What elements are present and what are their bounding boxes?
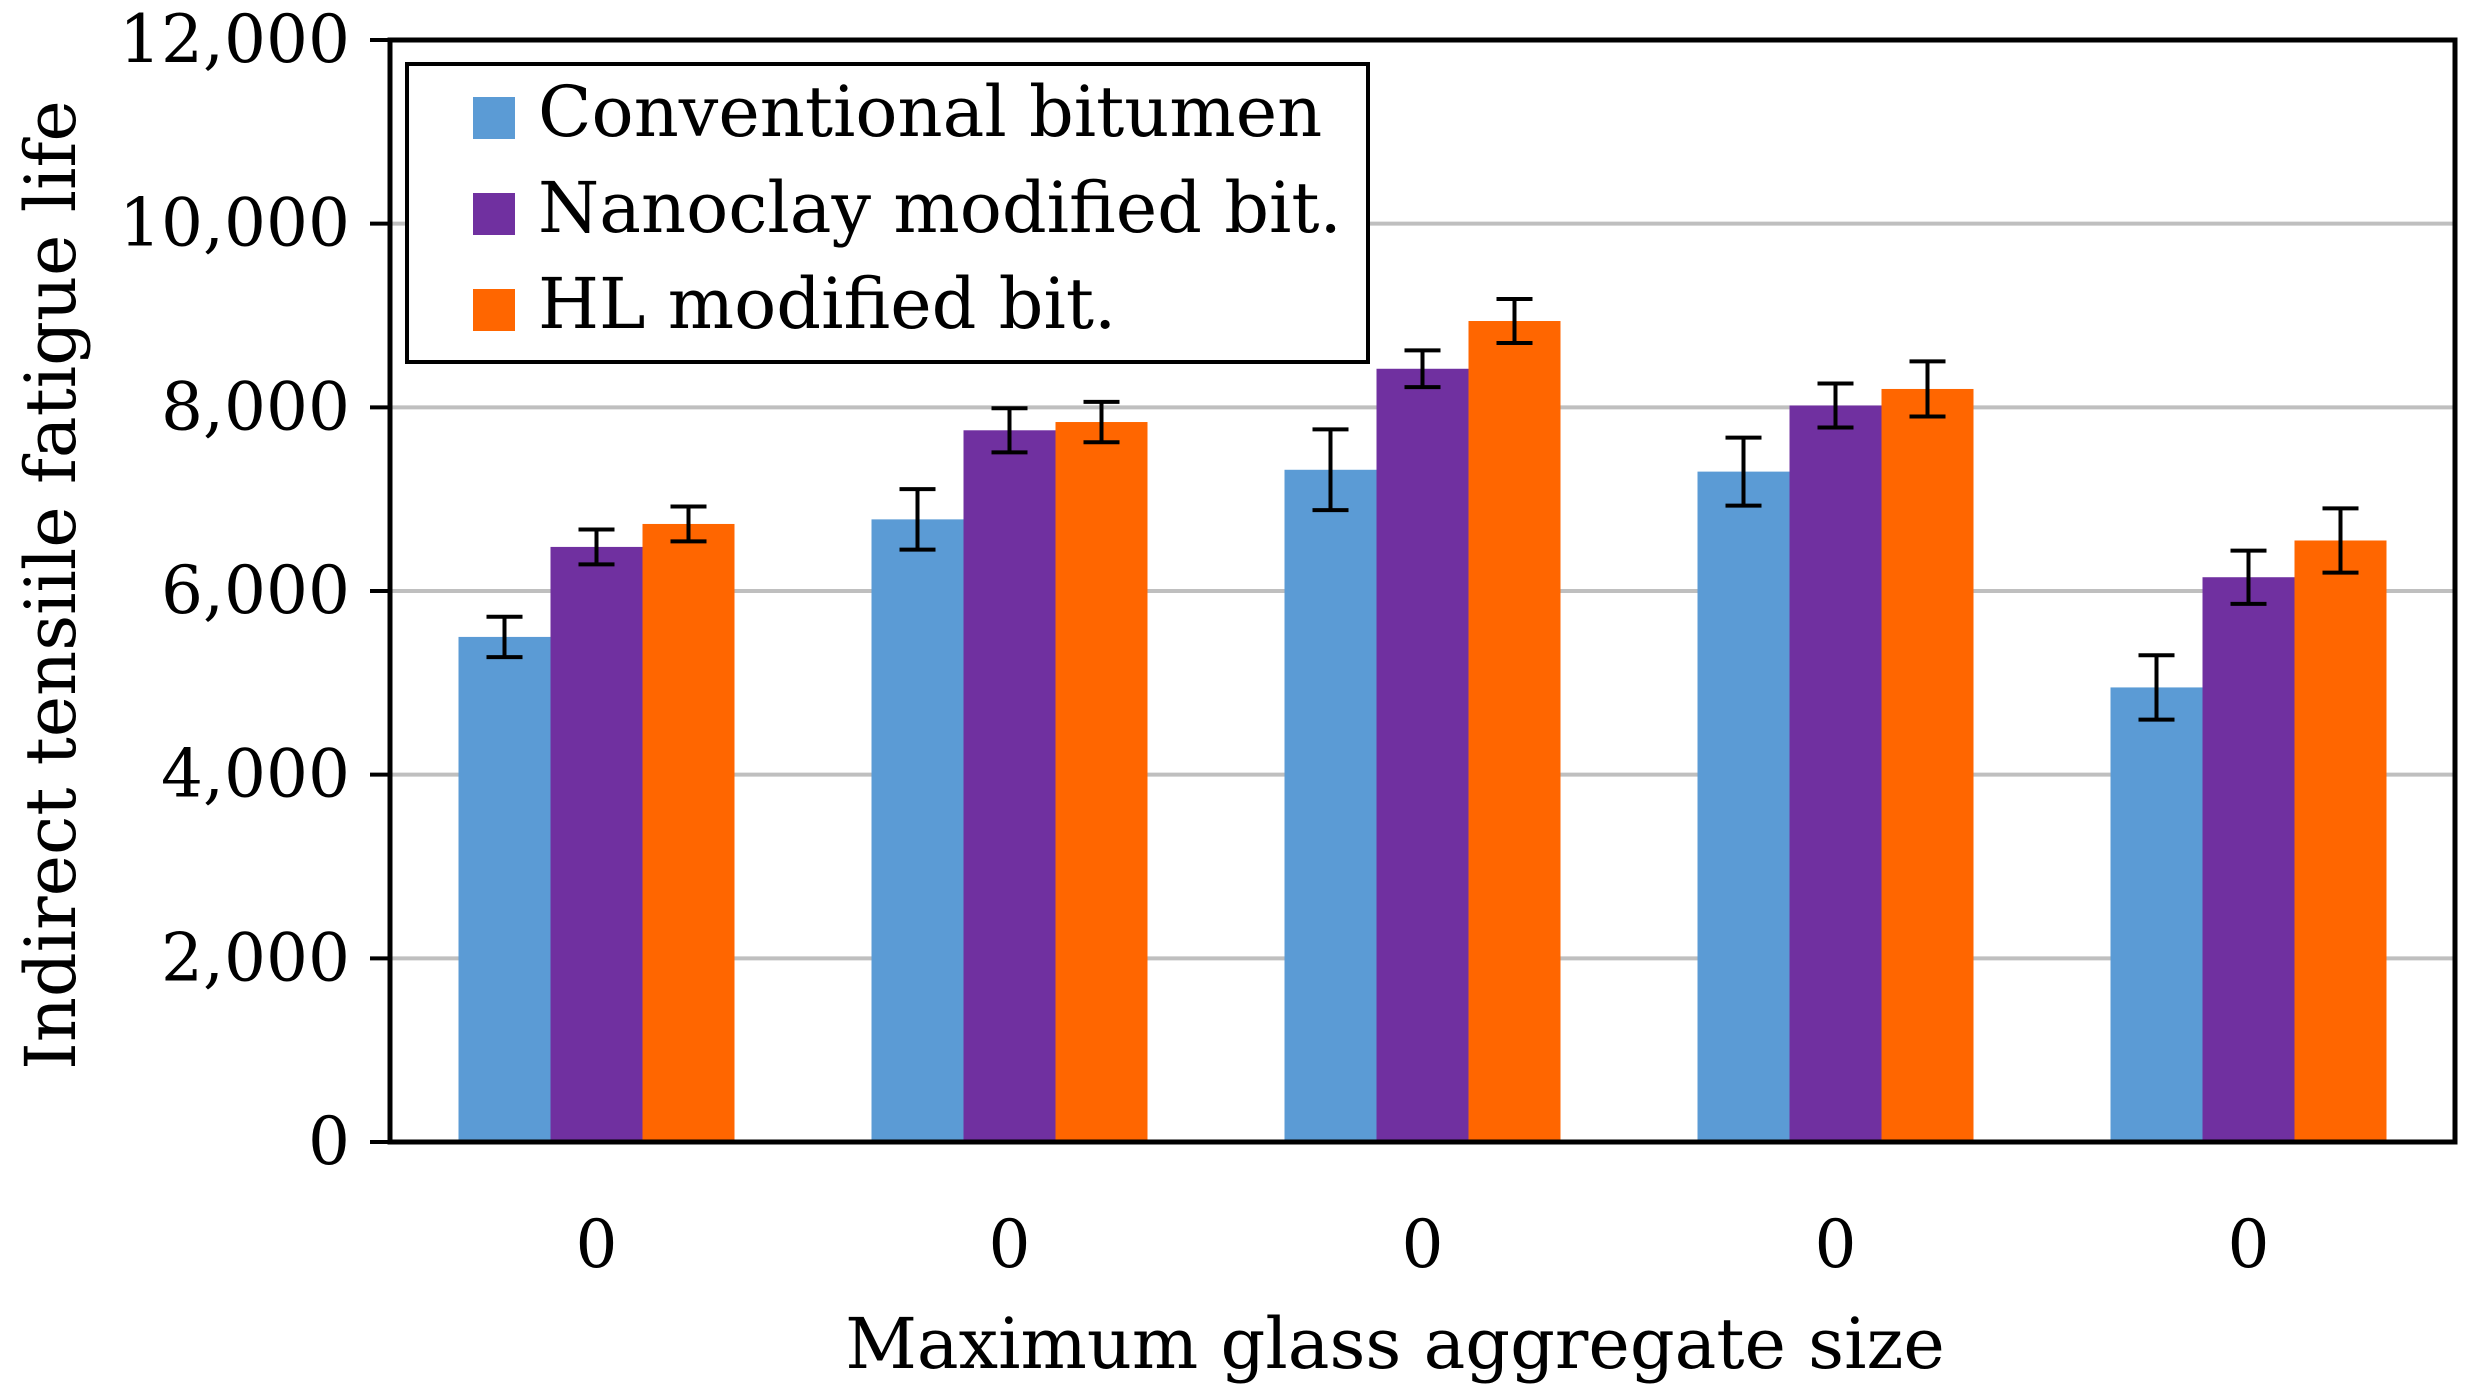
bar (642, 523, 735, 1142)
bar (1697, 471, 1790, 1142)
y-tick-label: 12,000 (119, 1, 350, 78)
y-tick-label: 4,000 (161, 736, 350, 813)
bar (458, 636, 551, 1142)
y-tick-labels: 0 2,000 4,000 6,000 8,000 10,000 12,000 (119, 1, 350, 1180)
bar (550, 546, 643, 1142)
bar (1284, 469, 1377, 1142)
error-bars (486, 296, 2359, 722)
y-tick-label: 0 (308, 1103, 350, 1180)
x-tick-label: 0 (1815, 1206, 1857, 1283)
bars (458, 321, 2387, 1143)
bar (1881, 388, 1974, 1142)
y-tick-label: 6,000 (161, 552, 350, 629)
x-tick-label: 0 (989, 1206, 1031, 1283)
legend: Conventional bitumen Nanoclay modified b… (405, 62, 1370, 364)
x-tick-labels: 0 0 0 0 0 (576, 1206, 2270, 1283)
legend-box (405, 62, 1370, 364)
bar (1055, 422, 1148, 1142)
legend-label-conventional: Conventional bitumen (538, 71, 1322, 153)
legend-swatch-conventional (473, 97, 515, 139)
bar (1789, 405, 1882, 1142)
legend-swatch-hl (473, 289, 515, 331)
x-tick-label: 0 (1402, 1206, 1444, 1283)
bar (1468, 321, 1561, 1142)
y-tick-label: 2,000 (161, 919, 350, 996)
axes (370, 37, 2458, 1145)
bar (2202, 577, 2295, 1142)
y-tick-label: 8,000 (161, 368, 350, 445)
bar (2294, 540, 2387, 1142)
y-tick-label: 10,000 (119, 185, 350, 262)
plot-frame (387, 37, 2458, 1145)
y-axis-title: Indirect tensiile fatigue life (10, 100, 92, 1070)
legend-label-hl: HL modified bit. (538, 263, 1116, 345)
legend-swatch-nanoclay (473, 193, 515, 235)
bar (1376, 368, 1469, 1143)
legend-label-nanoclay: Nanoclay modified bit. (538, 167, 1342, 249)
bar (871, 519, 964, 1142)
x-tick-label: 0 (576, 1206, 618, 1283)
bar (2110, 687, 2203, 1142)
bar (963, 430, 1056, 1143)
x-axis-title: Maximum glass aggregate size (845, 1303, 1945, 1385)
x-tick-label: 0 (2228, 1206, 2270, 1283)
